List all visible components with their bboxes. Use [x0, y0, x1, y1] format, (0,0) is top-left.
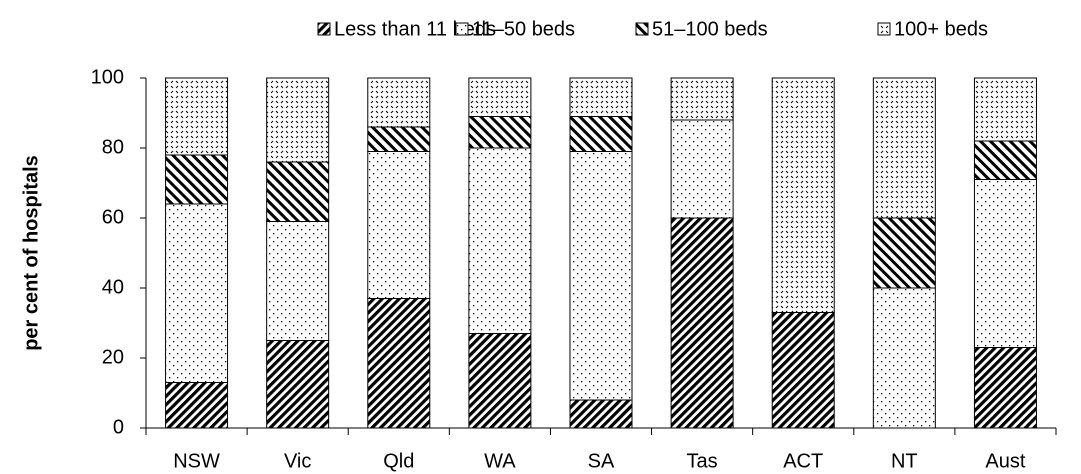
- bar-segment: [468, 333, 532, 429]
- bar-segment: [367, 77, 431, 128]
- x-tick-label: Qld: [383, 450, 414, 472]
- legend-swatch: [317, 22, 331, 36]
- x-tick-label: Vic: [284, 450, 311, 472]
- bar-segment: [771, 77, 835, 313]
- legend-label: 11–50 beds: [472, 18, 575, 40]
- bar-segment: [367, 126, 431, 152]
- bar-segment: [266, 340, 330, 429]
- bar-segment: [266, 77, 330, 163]
- legend-label: 51–100 beds: [652, 18, 768, 40]
- bar-segment: [468, 116, 532, 149]
- bar-segment: [771, 312, 835, 429]
- bar-segment: [165, 77, 229, 156]
- bar-segment: [872, 217, 936, 289]
- bar-segment: [367, 298, 431, 429]
- bar-segment: [872, 77, 936, 219]
- bar-segment: [569, 151, 633, 401]
- y-tick-label: 80: [102, 136, 124, 158]
- bar-segment: [266, 161, 330, 222]
- y-tick-label: 60: [102, 206, 124, 228]
- y-tick-label: 40: [102, 276, 124, 298]
- bar-segment: [569, 399, 633, 429]
- bar-segment: [872, 287, 936, 429]
- y-tick-label: 0: [113, 416, 124, 438]
- bar-segment: [165, 203, 229, 383]
- bar-segment: [468, 77, 532, 117]
- x-tick-label: SA: [588, 450, 615, 472]
- x-tick-label: NT: [891, 450, 918, 472]
- bar-segment: [165, 154, 229, 205]
- x-tick-label: WA: [484, 450, 516, 472]
- bar-segment: [670, 77, 734, 121]
- legend-label: 100+ beds: [894, 18, 988, 40]
- bar-segment: [367, 151, 431, 299]
- x-tick-label: Tas: [687, 450, 718, 472]
- bar-segment: [973, 179, 1037, 348]
- bar-segment: [569, 116, 633, 152]
- bar-segment: [670, 119, 734, 219]
- bar-segment: [973, 77, 1037, 142]
- bar-segment: [670, 217, 734, 429]
- x-tick-label: ACT: [783, 450, 823, 472]
- bar-segment: [468, 147, 532, 334]
- x-tick-label: Aust: [985, 450, 1025, 472]
- legend-swatch: [635, 22, 649, 36]
- y-tick-label: 20: [102, 346, 124, 368]
- y-tick-label: 100: [91, 66, 124, 88]
- bar-segment: [973, 140, 1037, 180]
- bar-segment: [973, 347, 1037, 429]
- bar-segment: [266, 221, 330, 341]
- legend-swatch: [455, 22, 469, 36]
- x-tick-label: NSW: [173, 450, 220, 472]
- legend-swatch: [877, 22, 891, 36]
- bar-segment: [569, 77, 633, 117]
- bar-segment: [165, 382, 229, 429]
- y-axis-label: per cent of hospitals: [20, 155, 42, 351]
- legend-label: Less than 11 beds: [334, 18, 496, 40]
